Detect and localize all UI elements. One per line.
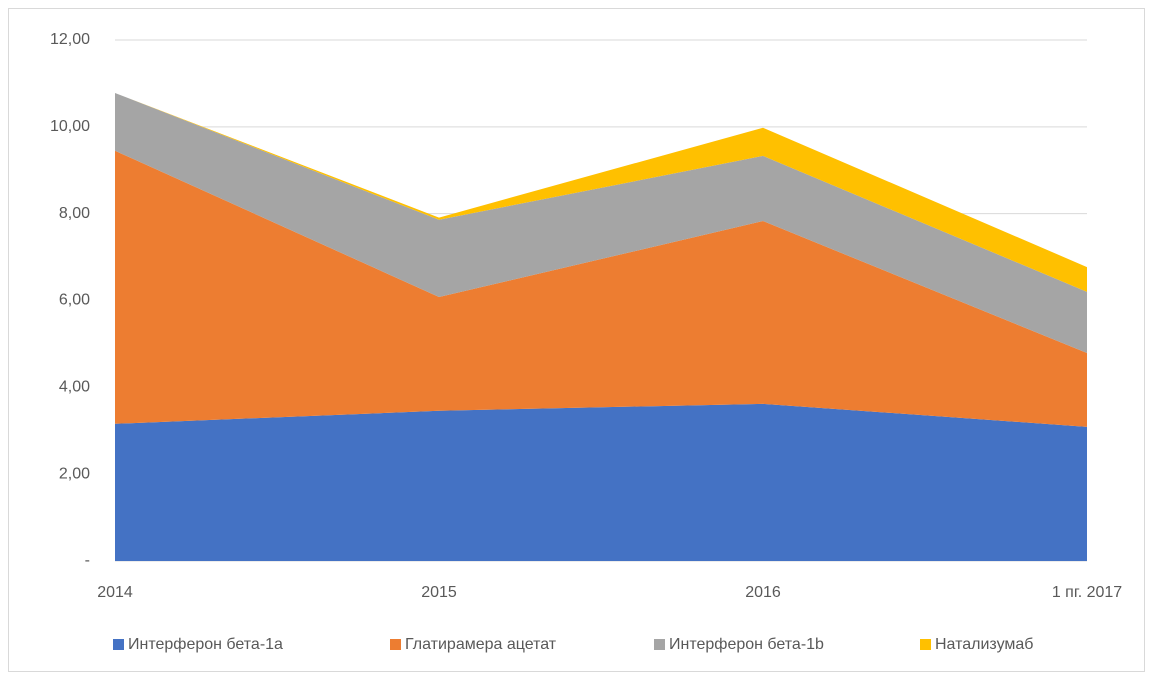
y-tick-label: 4,00 — [59, 379, 90, 396]
legend-label: Натализумаб — [935, 636, 1033, 653]
y-tick-label: 2,00 — [59, 465, 90, 482]
y-tick-label: 10,00 — [50, 118, 90, 135]
legend-swatch — [654, 639, 665, 650]
legend-swatch — [920, 639, 931, 650]
x-tick-label: 1 пг. 2017 — [1052, 584, 1122, 601]
legend-swatch — [113, 639, 124, 650]
y-tick-label: 12,00 — [50, 31, 90, 48]
x-tick-label: 2016 — [745, 584, 781, 601]
area — [115, 92, 1087, 354]
legend-label: Интерферон бета-1а — [128, 636, 283, 653]
y-tick-label: - — [85, 552, 90, 569]
x-tick-label: 2015 — [421, 584, 457, 601]
y-tick-label: 8,00 — [59, 205, 90, 222]
area — [115, 150, 1087, 427]
area — [115, 403, 1087, 561]
x-tick-label: 2014 — [97, 584, 133, 601]
legend-label: Глатирамера ацетат — [405, 636, 557, 653]
legend-swatch — [390, 639, 401, 650]
y-tick-label: 6,00 — [59, 292, 90, 309]
legend-label: Интерферон бета-1b — [669, 636, 824, 653]
area — [115, 92, 1087, 292]
